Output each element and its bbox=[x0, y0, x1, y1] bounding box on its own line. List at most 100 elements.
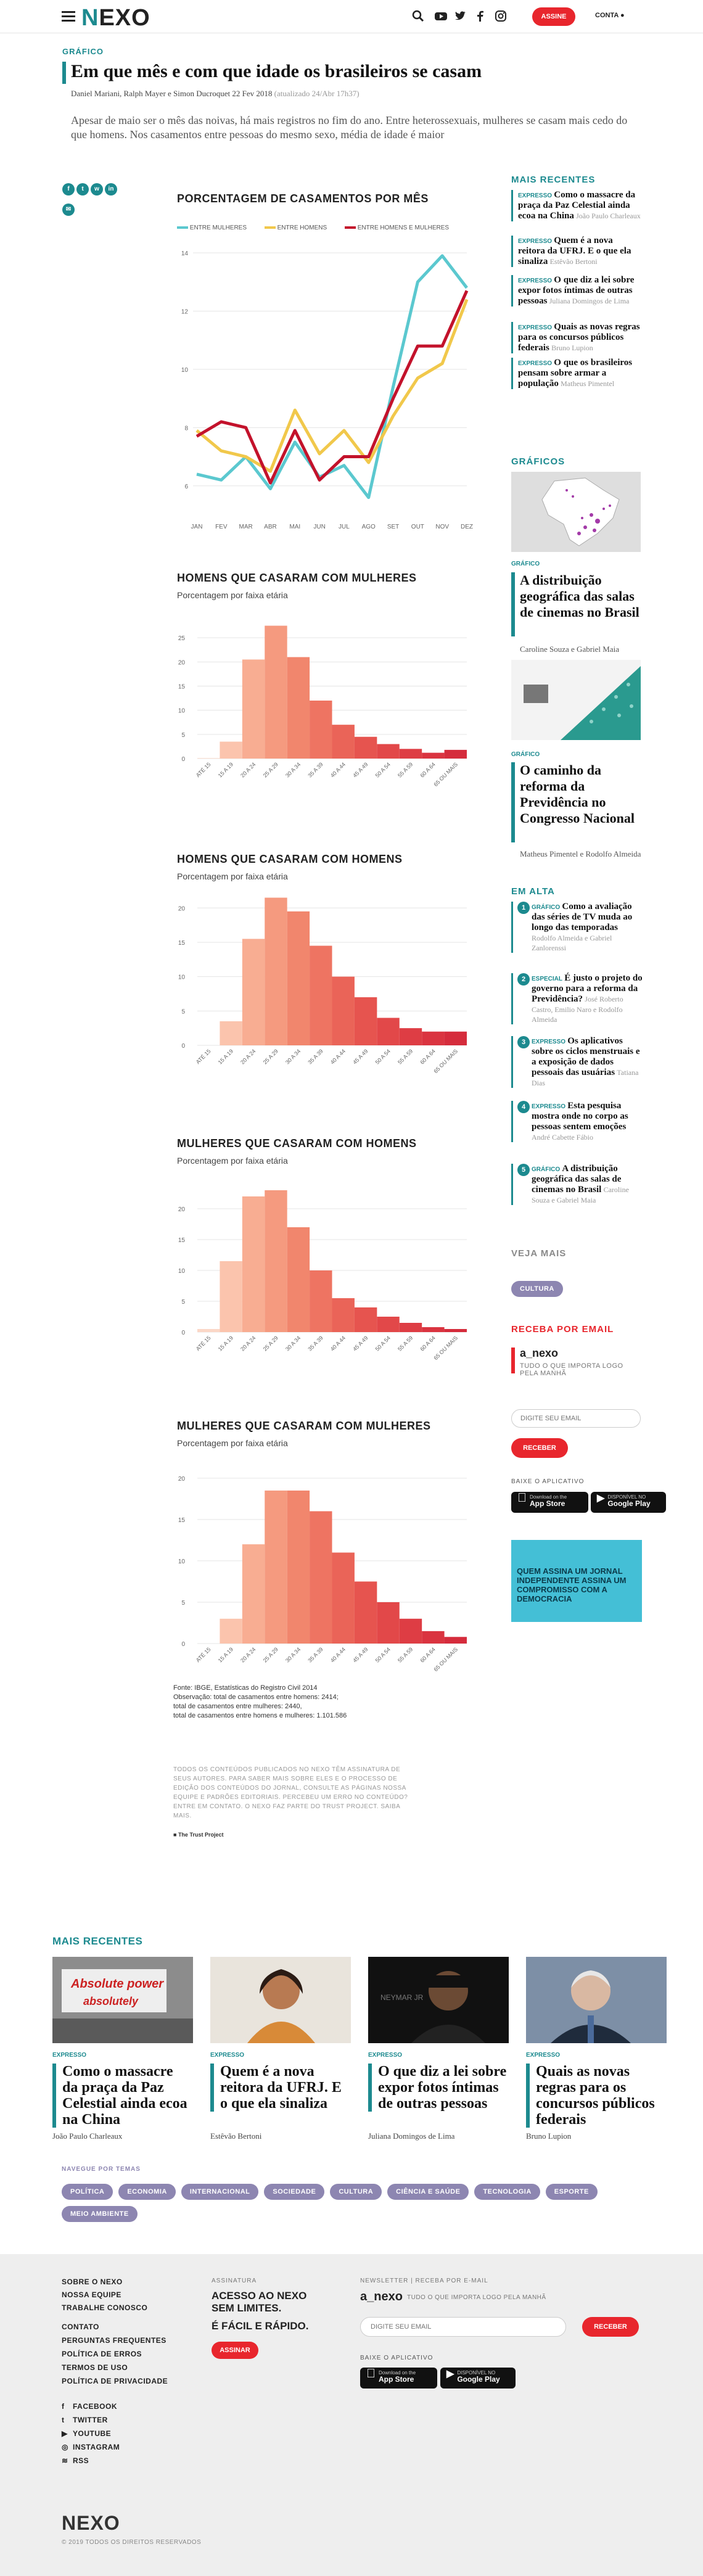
sidebar-graficos-heading: GRÁFICOS bbox=[511, 456, 565, 467]
x-tick-label: JAN bbox=[191, 524, 203, 530]
recent-title[interactable]: O que os brasileiros pensam sobre armar … bbox=[518, 358, 633, 389]
bar bbox=[265, 1490, 287, 1644]
cinema-map-thumbnail[interactable] bbox=[511, 472, 641, 552]
topic-tag[interactable]: ESPORTE bbox=[545, 2184, 598, 2200]
recent-title[interactable]: Quais as novas regras para os concursos … bbox=[518, 322, 640, 353]
bar-chart-2-title: HOMENS QUE CASARAM COM HOMENS bbox=[177, 853, 403, 865]
card-4-photo[interactable] bbox=[526, 1957, 667, 2043]
footer-email-input[interactable] bbox=[360, 2317, 566, 2337]
google-play-badge[interactable]: ▶ DISPONÍVEL NO Google Play bbox=[591, 1492, 666, 1513]
sidebar-recent-item[interactable]: EXPRESSO O que diz a lei sobre expor fot… bbox=[511, 275, 642, 307]
share-linkedin-icon[interactable]: in bbox=[105, 183, 117, 195]
previdencia-thumbnail[interactable] bbox=[511, 660, 641, 740]
graphic-card-2-title[interactable]: O caminho da reforma da Previdência no C… bbox=[520, 762, 635, 826]
twitter-icon[interactable] bbox=[453, 9, 468, 23]
card-2-photo[interactable] bbox=[210, 1957, 351, 2043]
footer-link[interactable]: PERGUNTAS FREQUENTES bbox=[62, 2336, 166, 2345]
line-chart-legend: ENTRE MULHERES ENTRE HOMENS ENTRE HOMENS… bbox=[177, 224, 449, 231]
footer-link[interactable]: POLÍTICA DE ERROS bbox=[62, 2350, 142, 2358]
sidebar-recent-item[interactable]: EXPRESSO Quem é a nova reitora da UFRJ. … bbox=[511, 236, 642, 267]
bottom-card-title[interactable]: Quem é a nova reitora da UFRJ. E o que e… bbox=[210, 2064, 349, 2112]
trending-title[interactable]: Como a avaliação das séries de TV muda a… bbox=[532, 902, 633, 932]
email-description: TUDO O QUE IMPORTA LOGO PELA MANHÃ bbox=[520, 1362, 623, 1377]
footer-link[interactable]: SOBRE O NEXO bbox=[62, 2278, 123, 2286]
y-tick-label: 15 bbox=[178, 1237, 186, 1244]
trending-item[interactable]: 2 ESPECIAL É justo o projeto do governo p… bbox=[511, 973, 644, 1024]
trending-item[interactable]: 3 EXPRESSO Os aplicativos sobre os ciclos… bbox=[511, 1036, 644, 1088]
y-tick-label: 5 bbox=[181, 1008, 185, 1015]
footer-social-link[interactable]: f FACEBOOK bbox=[62, 2402, 117, 2411]
updated-date: (atualizado 24/Abr 17h37) bbox=[274, 89, 360, 98]
recent-author: Juliana Domingos de Lima bbox=[549, 297, 630, 305]
footer-link[interactable]: TERMOS DE USO bbox=[62, 2363, 128, 2372]
topic-tag[interactable]: CULTURA bbox=[330, 2184, 382, 2200]
card-3-photo[interactable]: NEYMAR JR bbox=[368, 1957, 509, 2043]
topic-tag[interactable]: POLÍTICA bbox=[62, 2184, 113, 2200]
recent-title[interactable]: Como o massacre da praça da Paz Celestia… bbox=[518, 190, 636, 221]
graphic-card-1-title[interactable]: A distribuição geográfica das salas de c… bbox=[520, 572, 639, 620]
recent-title[interactable]: O que diz a lei sobre expor fotos íntima… bbox=[518, 275, 635, 306]
footer-link[interactable]: POLÍTICA DE PRIVACIDADE bbox=[62, 2377, 168, 2385]
receba-email-heading: RECEBA POR EMAIL bbox=[511, 1324, 614, 1335]
bar bbox=[220, 1021, 242, 1045]
youtube-icon[interactable] bbox=[434, 9, 448, 23]
x-tick-label: OUT bbox=[411, 524, 424, 530]
topic-tag[interactable]: TECNOLOGIA bbox=[474, 2184, 540, 2200]
trending-title[interactable]: Os aplicativos sobre os ciclos menstruai… bbox=[532, 1036, 640, 1077]
recent-title[interactable]: Quem é a nova reitora da UFRJ. E o que e… bbox=[518, 236, 631, 266]
footer-assinar-button[interactable]: ASSINAR bbox=[212, 2342, 258, 2359]
bar bbox=[354, 1307, 377, 1332]
topic-tag[interactable]: ECONOMIA bbox=[118, 2184, 176, 2200]
topic-tag[interactable]: CIÊNCIA E SAÚDE bbox=[387, 2184, 469, 2200]
search-icon[interactable] bbox=[411, 9, 426, 23]
sidebar-recent-item[interactable]: EXPRESSO O que os brasileiros pensam sob… bbox=[511, 358, 642, 389]
facebook-icon[interactable] bbox=[473, 9, 488, 23]
sidebar-recent-item[interactable]: EXPRESSO Quais as novas regras para os c… bbox=[511, 322, 642, 353]
share-email-icon[interactable]: ✉ bbox=[62, 204, 75, 216]
trending-item[interactable]: 5 GRÁFICO A distribuição geográfica das s… bbox=[511, 1164, 644, 1205]
instagram-icon[interactable] bbox=[493, 9, 508, 23]
topic-tag[interactable]: MEIO AMBIENTE bbox=[62, 2206, 138, 2222]
trust-project-logo[interactable]: ■ The Trust Project bbox=[173, 1832, 224, 1838]
x-tick-label: 15 A 19 bbox=[217, 1335, 234, 1352]
footer-logo[interactable]: NEXO bbox=[62, 2512, 120, 2534]
footer-link[interactable]: TRABALHE CONOSCO bbox=[62, 2303, 148, 2312]
footer-social-link[interactable]: ≋ RSS bbox=[62, 2456, 89, 2465]
trending-title[interactable]: Esta pesquisa mostra onde no corpo as pe… bbox=[532, 1101, 628, 1132]
trending-title[interactable]: É justo o projeto do governo para a refo… bbox=[532, 973, 643, 1004]
share-facebook-icon[interactable]: f bbox=[62, 183, 75, 195]
footer-link[interactable]: CONTATO bbox=[62, 2323, 99, 2331]
trending-item[interactable]: 1 GRÁFICO Como a avaliação das séries de … bbox=[511, 902, 644, 953]
bottom-card-title[interactable]: O que diz a lei sobre expor fotos íntima… bbox=[368, 2064, 507, 2112]
subscription-promo-banner[interactable]: QUEM ASSINA UM JORNAL INDEPENDENTE ASSIN… bbox=[511, 1540, 642, 1622]
footer-google-play-badge[interactable]: ▶ DISPONÍVEL NO Google Play bbox=[440, 2368, 516, 2389]
topic-tag[interactable]: INTERNACIONAL bbox=[181, 2184, 259, 2200]
account-link[interactable]: CONTA ● bbox=[595, 12, 625, 19]
x-tick-label: AGO bbox=[362, 524, 376, 530]
bottom-card-title[interactable]: Como o massacre da praça da Paz Celestia… bbox=[52, 2064, 191, 2128]
trending-rank-badge: 4 bbox=[517, 1101, 530, 1113]
footer-social-link[interactable]: ▶ YOUTUBE bbox=[62, 2429, 111, 2438]
trending-item[interactable]: 4 EXPRESSO Esta pesquisa mostra onde no c… bbox=[511, 1101, 644, 1142]
bottom-mais-recentes-heading: MAIS RECENTES bbox=[52, 1935, 143, 1947]
footer-social-link[interactable]: t TWITTER bbox=[62, 2416, 108, 2424]
trending-title[interactable]: A distribuição geográfica das salas de c… bbox=[532, 1164, 622, 1195]
card-1-photo[interactable]: Absolute power absolutely bbox=[52, 1957, 193, 2043]
footer-social-link[interactable]: ◎ INSTAGRAM bbox=[62, 2443, 120, 2451]
nexo-logo[interactable]: NEXO bbox=[81, 5, 150, 31]
bar bbox=[354, 1581, 377, 1644]
assine-button[interactable]: ASSINE bbox=[532, 7, 575, 26]
hamburger-menu-icon[interactable] bbox=[62, 11, 75, 22]
cultura-tag[interactable]: CULTURA bbox=[511, 1281, 563, 1297]
footer-link[interactable]: NOSSA EQUIPE bbox=[62, 2290, 121, 2299]
sidebar-receber-button[interactable]: RECEBER bbox=[511, 1438, 568, 1458]
sidebar-recent-item[interactable]: EXPRESSO Como o massacre da praça da Paz… bbox=[511, 190, 642, 221]
share-twitter-icon[interactable]: t bbox=[76, 183, 89, 195]
sidebar-email-input[interactable] bbox=[511, 1409, 641, 1428]
topic-tag[interactable]: SOCIEDADE bbox=[264, 2184, 325, 2200]
footer-receber-button[interactable]: RECEBER bbox=[582, 2317, 639, 2337]
share-whatsapp-icon[interactable]: w bbox=[91, 183, 103, 195]
bottom-card-title[interactable]: Quais as novas regras para os concursos … bbox=[526, 2064, 665, 2128]
